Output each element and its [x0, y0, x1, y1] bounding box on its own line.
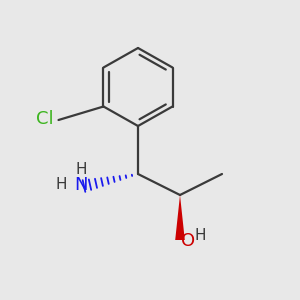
Text: Cl: Cl: [36, 110, 54, 128]
Text: H: H: [56, 177, 67, 192]
Text: H: H: [195, 228, 206, 243]
Text: N: N: [74, 176, 88, 194]
Text: H: H: [75, 162, 87, 177]
Polygon shape: [175, 195, 185, 240]
Text: O: O: [182, 232, 196, 250]
